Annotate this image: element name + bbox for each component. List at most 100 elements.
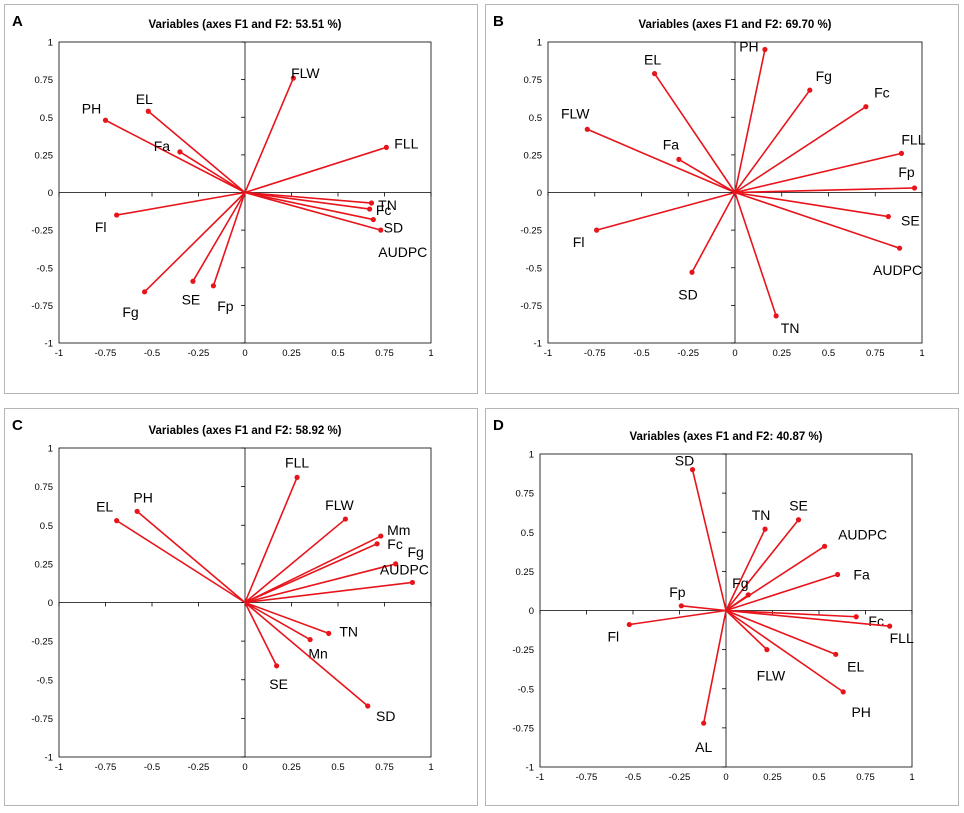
- vector-point-se: [885, 213, 891, 220]
- y-tick-label: -0.5: [37, 675, 53, 686]
- x-tick-label: 0.75: [375, 762, 394, 773]
- vector-point-audpc: [821, 543, 828, 549]
- vector-el: [653, 73, 736, 193]
- y-tick-label: -0.5: [37, 263, 53, 274]
- variable-label-fll: FLL: [285, 454, 309, 470]
- variable-label-mm: Mm: [387, 522, 410, 538]
- x-tick-label: -1: [55, 348, 63, 359]
- chart-c: C Variables (axes F1 and F2: 58.92 %) -1-1…: [4, 408, 478, 806]
- x-tick-label: 0: [242, 762, 247, 773]
- vector-point-fg: [745, 592, 751, 598]
- vector-se: [734, 191, 889, 218]
- x-tick-label: 1: [909, 772, 914, 783]
- vector-el: [725, 609, 837, 656]
- variable-label-audpc: AUDPC: [873, 262, 922, 278]
- variable-label-ph: PH: [82, 100, 101, 116]
- variable-label-ph: PH: [133, 489, 152, 505]
- variable-label-fg: Fg: [122, 304, 138, 320]
- chart-d: D Variables (axes F1 and F2: 40.87 %) -1-1…: [485, 408, 959, 806]
- vector-point-fl: [594, 227, 600, 233]
- x-tick-label: -1: [544, 348, 552, 359]
- vector-fll: [244, 146, 387, 194]
- vector-fll: [725, 609, 890, 627]
- panel-b: B Variables (axes F1 and F2: 69.70 %) -1 -1…: [485, 4, 959, 394]
- vector-flw: [244, 518, 346, 604]
- variable-label-flw: FLW: [291, 65, 320, 81]
- vector-point-fg: [807, 87, 813, 93]
- x-tick-label: 0.25: [282, 762, 301, 773]
- vector-point-tn: [773, 313, 779, 319]
- panel-c: C Variables (axes F1 and F2: 58.92 %) -1 -1…: [4, 408, 478, 806]
- vector-tn: [244, 191, 372, 204]
- y-tick-label: 0.25: [516, 567, 535, 578]
- chart-b: B Variables (axes F1 and F2: 69.70 %) -1-1…: [485, 4, 959, 394]
- variable-label-fll: FLL: [394, 135, 418, 151]
- vector-point-se: [274, 663, 280, 669]
- variable-label-fa: Fa: [154, 138, 171, 154]
- vector-point-sd: [689, 269, 695, 275]
- variable-label-fp: Fp: [669, 584, 686, 600]
- y-tick-label: 0: [529, 606, 534, 617]
- x-tick-label: -0.25: [677, 348, 699, 359]
- y-tick-label: -0.25: [31, 637, 53, 648]
- y-tick-label: 0: [48, 188, 53, 199]
- vector-point-fc: [853, 614, 859, 620]
- variable-label-se: SE: [182, 291, 201, 307]
- x-tick-label: -0.25: [188, 348, 210, 359]
- vector-fp: [734, 187, 915, 194]
- variable-label-fg: Fg: [407, 544, 423, 560]
- y-tick-label: 0.5: [40, 113, 53, 124]
- vector-fl: [116, 191, 246, 216]
- vector-se: [192, 192, 246, 282]
- vector-audpc: [734, 191, 900, 249]
- variable-label-flw: FLW: [325, 497, 354, 513]
- vector-fll: [244, 477, 298, 603]
- variable-label-sd: SD: [678, 286, 697, 302]
- variable-label-fc: Fc: [874, 85, 890, 101]
- y-tick-label: -1: [526, 763, 534, 774]
- y-tick-label: 0.5: [40, 521, 53, 532]
- vector-point-tn: [762, 526, 768, 532]
- variable-label-fc: Fc: [868, 613, 884, 629]
- x-tick-label: -0.75: [95, 348, 117, 359]
- x-tick-label: 1: [428, 348, 433, 359]
- vector-point-mn: [307, 636, 313, 643]
- vector-point-fll: [383, 144, 389, 150]
- variable-label-se: SE: [269, 676, 288, 692]
- x-tick-label: 0.25: [773, 348, 792, 359]
- vector-ph: [725, 609, 844, 693]
- vector-point-se: [795, 517, 802, 523]
- vector-tn: [734, 192, 777, 317]
- vector-se: [244, 602, 278, 667]
- y-tick-label: 1: [48, 38, 53, 49]
- panel-frame: [485, 408, 959, 806]
- x-tick-label: 0: [723, 772, 728, 783]
- vector-tn: [725, 528, 766, 611]
- vector-point-tn: [326, 630, 332, 636]
- vector-point-flw: [764, 647, 770, 653]
- x-tick-label: -0.25: [188, 762, 210, 773]
- chart-title: Variables (axes F1 and F2: 53.51 %): [148, 19, 341, 31]
- variable-label-fg: Fg: [816, 68, 832, 84]
- vector-point-ph: [840, 689, 846, 695]
- vector-point-sd: [370, 216, 376, 223]
- panel-a: A Variables (axes F1 and F2: 53.51 %) -1 -1…: [4, 4, 478, 394]
- x-tick-label: 0.75: [375, 348, 394, 359]
- y-tick-label: 0.25: [35, 150, 54, 161]
- vector-point-fa: [835, 571, 841, 578]
- vector-flw: [244, 77, 295, 193]
- y-tick-label: -1: [534, 339, 542, 350]
- x-tick-label: -0.75: [95, 762, 117, 773]
- vector-point-fc: [367, 206, 373, 212]
- vector-fg: [734, 89, 811, 193]
- variable-label-audpc: AUDPC: [838, 526, 887, 542]
- vector-tn: [244, 601, 329, 635]
- chart-title: Variables (axes F1 and F2: 58.92 %): [148, 425, 341, 437]
- vector-mn: [244, 601, 311, 641]
- y-tick-label: 0: [537, 188, 542, 199]
- vector-point-fl: [114, 212, 120, 218]
- variable-label-se: SE: [901, 213, 920, 229]
- vector-flw: [725, 609, 768, 651]
- variable-label-sd: SD: [376, 708, 395, 724]
- x-tick-label: 0: [242, 348, 247, 359]
